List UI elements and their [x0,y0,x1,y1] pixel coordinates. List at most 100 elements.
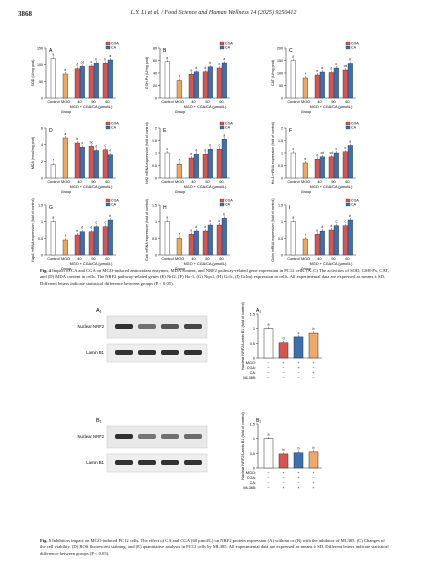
cga-bar [342,151,348,179]
y-axis-label: GSH-Px (U/mg prot) [145,57,149,89]
legend-label-cga: CGA [111,42,119,46]
panel-letter: C [289,48,293,54]
figure-5-caption-text: Inhibitors impact on MGO-induced PC12 ce… [40,538,389,556]
legend-swatch-ca [345,45,351,50]
significance-letter: c [219,143,221,147]
cga-bar [202,71,208,99]
blot-label-lamin: Lamin B1 [86,350,104,355]
group-label: Group [301,267,312,271]
ca-bar [347,63,353,99]
y-tick-label: 50 [39,80,43,84]
cga-bar [314,234,320,256]
cga-bar [314,74,320,99]
ca-bar [333,152,339,179]
y-tick-label: 0 [253,467,255,471]
y-tick-label: 1.5 [152,139,157,143]
figure-5-label: Fig. 5 [40,538,51,543]
legend-label-cga: CGA [351,122,359,126]
legend-label-cga: CGA [111,122,119,126]
significance-letter: cd [81,60,85,64]
significance-letter: b [313,446,315,450]
y-tick-label: 1.5 [278,204,283,208]
figure-4-caption: Fig. 4 Impact of CA and CGA on MGO-induc… [40,268,396,287]
significance-letter: b [349,58,351,62]
cga-bar [88,146,94,179]
significance-letter: c [345,220,347,224]
y-tick-label: 1.5 [250,423,255,427]
group-label: Group [175,267,186,271]
significance-letter: f [305,233,306,237]
treatment-mark: + [312,361,315,365]
x-tick-label: 40 [317,100,321,104]
nrf2-bar [293,336,304,359]
significance-letter: c [293,147,295,151]
legend-label-cga: CGA [351,42,359,46]
y-tick-label: 0 [155,97,157,101]
treatment-mark: − [312,376,315,380]
treatment-row-label: CGA: [247,476,256,480]
ca-bar [333,67,339,99]
cga-bar [102,226,108,256]
significance-letter: e [76,229,78,233]
significance-letter: a [268,323,270,327]
band-nrf2 [161,324,179,329]
treatment-mark: + [282,361,285,365]
y-tick-label: 0 [41,177,43,181]
significance-letter: f [179,75,180,79]
significance-letter: a [268,433,270,437]
ca-bar [193,154,199,179]
y-tick-label: 2 [41,160,43,164]
y-axis-label: Ho-1 mRNA expression (fold of control) [271,122,275,185]
significance-letter: b [283,448,285,452]
significance-letter: a [349,140,351,144]
y-tick-label: 0 [281,254,283,258]
significance-letter: c [167,147,169,151]
group-line-label: MGO + CGA/CA (μmol/L) [70,105,114,109]
ca-bar [221,218,227,256]
blot-label-lamin: Lamin B1 [86,460,104,465]
significance-letter: e [190,228,192,232]
group-line-label: MGO + CGA/CA (μmol/L) [310,105,354,109]
cga-bar [188,157,194,179]
x-tick-label: Control [161,100,173,104]
x-tick-label: 60 [105,180,109,184]
cga-bar [188,74,194,99]
mgo-bar [62,73,68,99]
x-tick-label: MGO [61,180,70,184]
ca-bar [107,219,113,256]
significance-letter: b [95,57,97,61]
x-tick-label: Control [47,257,59,261]
blot-label-nrf2: Nuclear NRF2 [77,434,104,439]
x-tick-label: 60 [345,180,349,184]
x-tick-label: 40 [317,257,321,261]
mgo-bar [302,162,308,179]
y-tick-label: 1.5 [38,204,43,208]
mgo-bar [302,238,308,256]
legend-swatch-cga [105,121,111,126]
significance-letter: a [166,216,168,220]
ca-bar [107,154,113,179]
legend-label-ca: CA [111,46,117,50]
legend-swatch-ca [345,202,351,207]
y-tick-label: 80 [153,47,157,51]
ca-bar [207,224,213,256]
treatment-mark: − [267,476,270,480]
y-tick-label: 0 [155,177,157,181]
significance-letter: e [316,69,318,73]
band-lamin [184,460,202,465]
cga-bar [88,65,94,99]
ca-bar [221,62,227,99]
ca-bar [207,66,213,99]
legend-swatch-cga [345,198,351,203]
significance-letter: d [90,226,92,230]
x-tick-label: 60 [345,100,349,104]
group-line-label: MGO + CGA/CA (μmol/L) [184,185,228,189]
band-nrf2 [138,434,156,439]
y-tick-label: 2 [155,127,157,131]
y-tick-label: 20 [153,84,157,88]
y-tick-label: 200 [277,47,283,51]
significance-letter: c [336,220,338,224]
x-tick-label: Control [47,100,59,104]
band-lamin [138,460,156,465]
significance-letter: c [219,62,221,66]
